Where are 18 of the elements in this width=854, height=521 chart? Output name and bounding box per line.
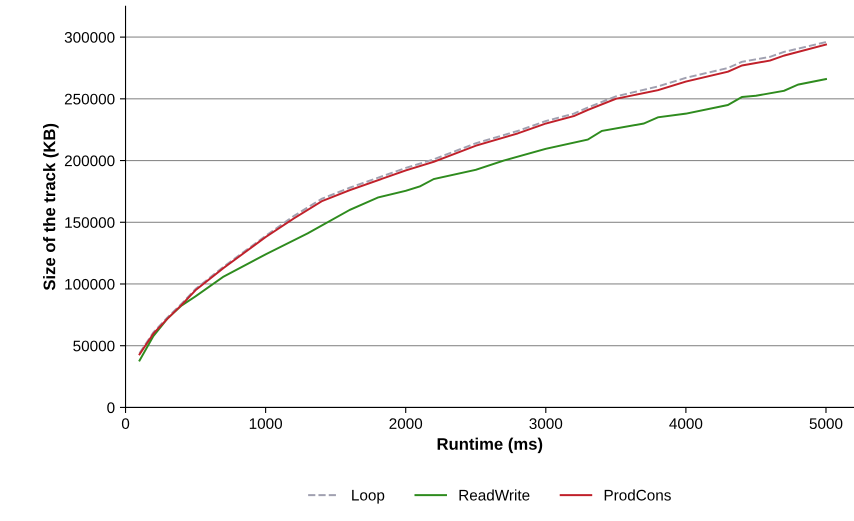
y-tick-label: 300000 [64, 32, 115, 43]
y-tick-label: 100000 [65, 278, 115, 290]
legend-label: ReadWrite [459, 489, 530, 501]
x-axis-title: Runtime (ms) [438, 438, 542, 454]
y-tick-label: 50000 [73, 340, 115, 352]
x-tick-label: 3000 [529, 418, 562, 430]
y-tick-label: 0 [107, 402, 115, 414]
legend-label: Loop [352, 490, 384, 504]
legend-label: ProdCons [604, 489, 671, 501]
x-tick-label: 4000 [669, 418, 702, 430]
x-tick-label: 0 [122, 418, 130, 430]
y-axis-title: Size of the track (KB) [43, 124, 59, 290]
y-tick-label: 150000 [65, 217, 115, 228]
y-tick-label: 200000 [64, 155, 115, 166]
x-tick-label: 5000 [810, 418, 842, 430]
y-tick-label: 250000 [64, 94, 115, 105]
x-tick-label: 2000 [389, 418, 422, 430]
x-tick-label: 1000 [250, 418, 282, 430]
